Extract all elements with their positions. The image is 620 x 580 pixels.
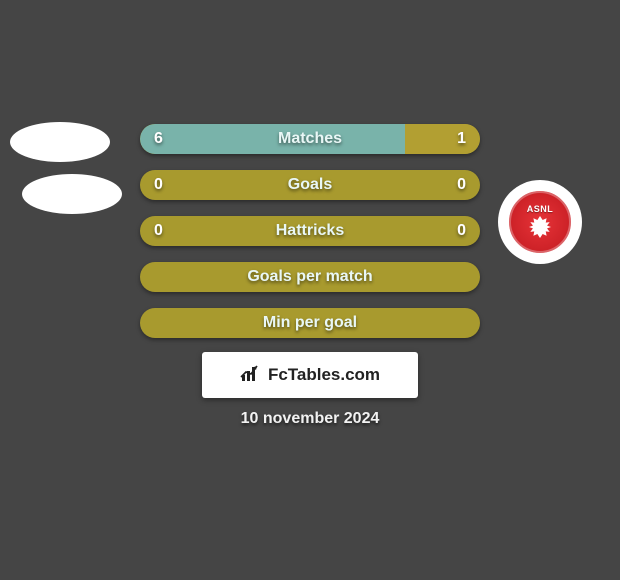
thistle-icon [529,216,551,238]
club-badge-inner: ASNL [506,188,574,256]
brand-label: FcTables.com [268,365,380,385]
brand-box: FcTables.com [202,352,418,398]
bar-value-right: 1 [457,130,466,148]
bar-label: Goals [140,176,480,194]
bar-value-left: 0 [154,176,163,194]
bar-label: Matches [140,130,480,148]
footer-date: 10 november 2024 [0,410,620,428]
club-badge-right: ASNL [498,180,582,264]
bar-value-left: 6 [154,130,163,148]
bar-label: Hattricks [140,222,480,240]
bar-label: Min per goal [140,314,480,332]
comparison-bars: Matches61Goals00Hattricks00Goals per mat… [140,124,480,354]
bar-value-right: 0 [457,222,466,240]
club-badge-label: ASNL [527,204,554,214]
bar-label: Goals per match [140,268,480,286]
chart-icon [240,363,262,388]
player-avatar-left-1 [10,122,110,162]
bar-value-right: 0 [457,176,466,194]
player-avatar-left-2 [22,174,122,214]
stat-bar: Matches6 1 [140,124,480,154]
stat-bar: Min per goal [140,308,480,338]
stat-bar: Goals0 0 [140,170,480,200]
stat-bar: Goals per match [140,262,480,292]
bar-value-left: 0 [154,222,163,240]
stat-bar: Hattricks0 0 [140,216,480,246]
